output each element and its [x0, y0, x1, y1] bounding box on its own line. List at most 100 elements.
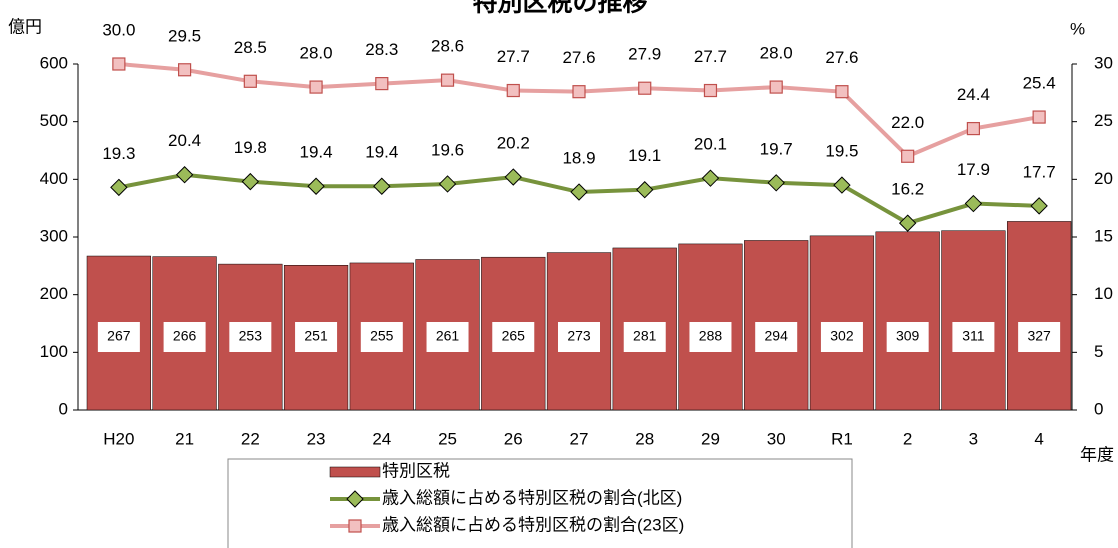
bar-label-box: [1018, 322, 1061, 352]
x-tick-label: 24: [372, 429, 391, 448]
x-tick-label: 22: [241, 429, 260, 448]
y-tick-label: 200: [40, 284, 68, 303]
x-tick-label: 29: [701, 429, 720, 448]
bar-label: 265: [502, 328, 526, 344]
bar-label-box: [623, 322, 666, 352]
data-label: 27.6: [562, 48, 595, 67]
data-label: 30.0: [102, 20, 135, 39]
line-marker: [769, 80, 783, 94]
bar-label: 273: [567, 328, 591, 344]
legend-marker: [346, 490, 364, 508]
y2-axis-label: %: [1070, 19, 1085, 38]
data-label: 28.6: [431, 37, 464, 56]
data-label: 25.4: [1023, 74, 1056, 93]
x-tick-label: 4: [1034, 429, 1043, 448]
line-marker: [175, 166, 194, 184]
bar-label: 281: [633, 328, 657, 344]
x-tick-label: 3: [969, 429, 978, 448]
bar: [875, 231, 940, 411]
line-marker: [1032, 110, 1046, 124]
bar-label: 266: [173, 328, 197, 344]
bar-label: 255: [370, 328, 394, 344]
line-marker: [438, 175, 457, 193]
x-tick-label: 26: [504, 429, 523, 448]
y-tick-label: 100: [40, 342, 68, 361]
bar-label: 261: [436, 328, 460, 344]
bar-label: 251: [304, 328, 328, 344]
line-marker: [901, 149, 915, 163]
line-marker: [241, 172, 260, 191]
y-tick-label: 600: [40, 53, 68, 72]
data-label: 28.3: [365, 40, 398, 59]
legend-label: 歳入総額に占める特別区税の割合(北区): [382, 488, 682, 507]
data-label: 20.2: [497, 134, 530, 153]
data-label: 19.1: [628, 146, 661, 165]
line-marker: [638, 81, 652, 95]
data-label: 27.6: [825, 48, 858, 67]
x-tick-label: 2: [903, 429, 912, 448]
y-axis-label: 億円: [8, 17, 42, 36]
line-marker: [964, 194, 983, 213]
bar-label-box: [492, 322, 535, 352]
x-tick-label: 25: [438, 429, 457, 448]
y-tick-label: 300: [40, 226, 68, 245]
line-marker: [636, 181, 654, 199]
bar-label: 327: [1027, 328, 1051, 344]
bar-label: 288: [699, 328, 723, 344]
bar-label: 302: [830, 328, 854, 344]
bar-label-box: [360, 322, 403, 352]
chart-title: 特別区税の推移: [472, 0, 647, 17]
data-label: 22.0: [891, 113, 924, 132]
y2-tick-label: 5: [1094, 342, 1103, 361]
line-marker: [572, 85, 586, 99]
x-tick-label: R1: [831, 429, 853, 448]
y-tick-label: 0: [59, 399, 68, 418]
y2-tick-label: 20: [1094, 169, 1113, 188]
line-marker: [373, 177, 391, 195]
line-marker: [835, 85, 849, 99]
bar-label: 311: [962, 328, 985, 344]
line-marker: [112, 57, 126, 71]
line-marker: [375, 77, 389, 91]
bar-label-box: [295, 322, 338, 352]
x-axis-label: 年度: [1080, 445, 1114, 464]
bar-label-box: [163, 322, 206, 352]
bar-label-box: [886, 322, 929, 352]
bar-label-box: [229, 322, 272, 352]
line-marker: [440, 73, 455, 87]
line-marker: [309, 80, 323, 94]
line-marker: [570, 183, 588, 201]
legend-swatch: [329, 466, 381, 478]
y2-tick-label: 25: [1094, 111, 1113, 130]
data-label: 19.4: [300, 143, 333, 162]
data-label: 19.5: [825, 142, 858, 161]
legend-marker: [348, 519, 362, 533]
data-label: 17.9: [957, 160, 990, 179]
y2-tick-label: 30: [1094, 53, 1113, 72]
y2-tick-label: 10: [1094, 284, 1113, 303]
data-label: 28.5: [234, 38, 267, 57]
data-label: 19.3: [102, 144, 135, 163]
data-label: 18.9: [562, 149, 595, 168]
bar-label-box: [755, 322, 798, 352]
x-tick-label: 27: [570, 429, 589, 448]
line-marker: [110, 178, 128, 197]
line-marker: [504, 168, 522, 186]
data-label: 28.0: [300, 44, 333, 63]
data-label: 27.7: [694, 47, 727, 66]
line-marker: [966, 121, 981, 136]
bar-label-box: [97, 322, 140, 352]
bar-label: 294: [765, 328, 789, 344]
data-label: 19.8: [234, 138, 267, 157]
bar-label-box: [820, 322, 863, 352]
y-tick-label: 500: [40, 111, 68, 130]
data-label: 20.4: [168, 131, 201, 150]
bar-label-box: [952, 322, 995, 352]
bar-label-box: [689, 322, 732, 352]
data-label: 16.2: [891, 180, 924, 199]
x-tick-label: 21: [175, 429, 194, 448]
line-marker: [243, 74, 257, 88]
x-tick-label: H20: [103, 429, 134, 448]
